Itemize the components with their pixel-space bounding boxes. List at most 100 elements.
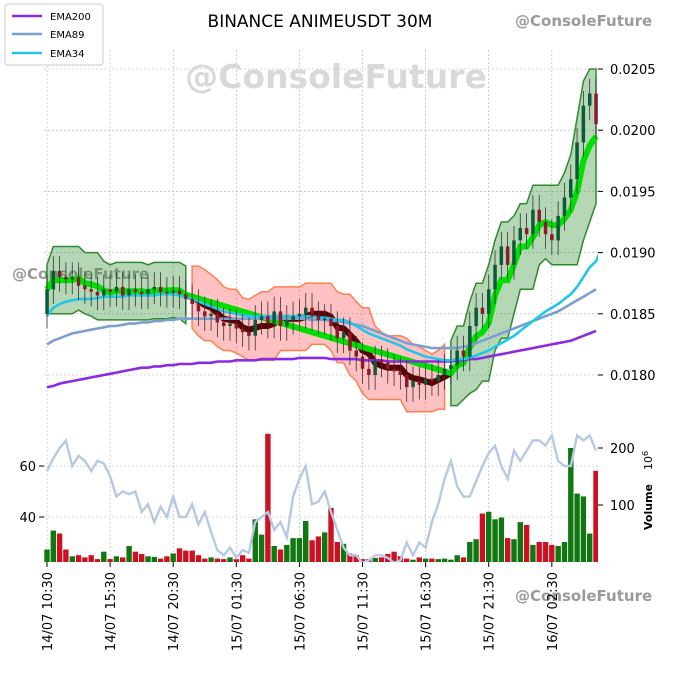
candle-body: [158, 286, 163, 292]
candle-body: [423, 378, 428, 385]
volume-bar: [252, 519, 258, 562]
volume-bar: [107, 559, 113, 562]
volume-bar: [63, 549, 69, 562]
volume-bar: [208, 557, 214, 562]
candle-body: [493, 264, 497, 290]
time-tick-label: 15/07 21:30: [483, 572, 498, 651]
candle-body: [575, 142, 579, 180]
candle-body: [89, 289, 93, 292]
time-tick-label: 16/07 02:30: [546, 572, 561, 651]
volume-bar: [139, 554, 145, 562]
volume-bar: [511, 539, 517, 562]
line-ema89: [46, 288, 597, 350]
volume-bar: [82, 557, 88, 562]
volume-bar: [378, 557, 385, 562]
candle-body: [487, 289, 491, 314]
candle-body: [45, 289, 49, 314]
candle-body: [259, 316, 264, 320]
volume-bar: [246, 558, 252, 562]
volume-bar: [359, 559, 366, 562]
volume-bar: [492, 519, 498, 562]
candle-body: [411, 381, 415, 388]
price-tick-label: 0.0190: [610, 247, 656, 262]
volume-bar: [549, 544, 555, 562]
volume-bar: [542, 542, 549, 562]
candle-body: [518, 228, 522, 241]
volume-bar: [322, 532, 328, 562]
volume-bar: [94, 559, 101, 562]
candle-body: [234, 323, 239, 329]
time-tick-label: 15/07 06:30: [293, 572, 308, 651]
candle-body: [127, 289, 131, 296]
time-tick-label: 15/07 01:30: [230, 572, 245, 651]
volume-bar: [50, 530, 56, 562]
volume-bar: [315, 536, 322, 562]
volume-bar: [214, 558, 221, 562]
candle-body: [436, 375, 440, 382]
candle-body: [341, 332, 346, 339]
candle-body: [102, 289, 106, 296]
candle-body: [297, 313, 302, 317]
volume-bar: [88, 555, 94, 562]
candle-body: [543, 222, 548, 235]
candle-body: [272, 311, 276, 324]
volume-bar: [202, 558, 208, 562]
candle-body: [165, 291, 169, 294]
volume-bar: [227, 557, 233, 562]
volume-bar: [568, 448, 574, 562]
price-tick-label: 0.0205: [610, 63, 656, 78]
line-ema200: [46, 329, 597, 389]
volume-bar: [422, 558, 429, 562]
price-tick-label: 0.0180: [610, 369, 656, 384]
candle-body: [304, 307, 308, 314]
volume-bar: [56, 533, 63, 562]
volume-bar: [410, 559, 416, 562]
volume-bar: [145, 556, 151, 562]
legend-label-ema200: EMA200: [50, 12, 91, 23]
candle-body: [562, 197, 567, 216]
volume-bar: [328, 507, 334, 562]
candle-body: [556, 215, 560, 241]
volume-bar: [435, 559, 441, 562]
volume-bar: [69, 556, 75, 562]
cloud-green: [450, 68, 597, 407]
volume-bar: [239, 555, 246, 562]
candle-body: [64, 277, 68, 280]
candle-body: [455, 350, 459, 366]
candle-body: [524, 228, 529, 235]
oscillator-tick-label: 60: [19, 460, 36, 475]
volume-bar: [176, 548, 183, 562]
volume-bar: [498, 517, 505, 562]
volume-bar: [372, 558, 378, 562]
candle-body: [247, 332, 251, 336]
chart-title: BINANCE ANIMEUSDT 30M: [208, 12, 433, 32]
volume-bar: [460, 557, 467, 562]
candle-body: [316, 316, 321, 320]
candle-body: [278, 311, 283, 327]
volume-bar: [429, 558, 435, 562]
candle-body: [430, 378, 434, 382]
price-tick-label: 0.0200: [610, 124, 656, 139]
volume-axis-label: Volume: [642, 484, 655, 530]
volume-bar: [580, 496, 587, 562]
candle-body: [417, 381, 422, 385]
candle-body: [348, 332, 352, 351]
candle-body: [594, 93, 598, 125]
time-tick-label: 14/07 10:30: [41, 572, 56, 651]
volume-bar: [258, 534, 265, 562]
volume-bar: [334, 542, 340, 562]
candle-body: [329, 318, 333, 326]
candle-body: [379, 360, 384, 363]
volume-bar: [441, 558, 448, 562]
candle-body: [171, 290, 175, 293]
volume-bar: [157, 558, 164, 562]
candle-body: [70, 277, 74, 280]
candle-body: [480, 307, 485, 314]
volume-bar: [233, 559, 239, 562]
candle-body: [569, 179, 573, 198]
volume-bar: [120, 557, 126, 562]
volume-bar: [353, 555, 359, 562]
volume-bar: [151, 556, 157, 562]
ema-lines: [45, 253, 598, 389]
candle-body: [133, 289, 138, 292]
